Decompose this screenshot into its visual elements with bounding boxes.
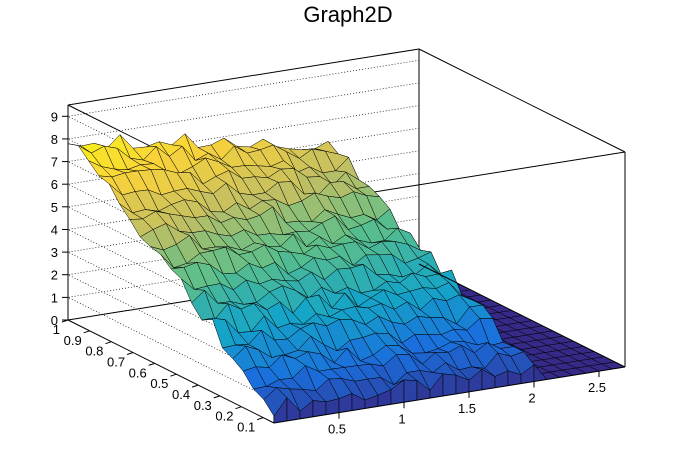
y-tick [126,352,134,355]
y-tick-label: 0.1 [237,420,255,435]
y-tick [235,406,242,410]
frame-front [67,263,626,424]
y-tick-label: 0.5 [150,376,168,391]
frame-edge [273,366,626,424]
surface-wall [442,373,457,397]
y-tick-label: 0.8 [85,344,103,359]
y-tick-label: 0.6 [129,365,147,380]
z-tick-label: 3 [51,245,58,260]
y-tick-label: 1 [53,322,60,337]
y-tick-label: 0.3 [194,398,212,413]
chart-title: Graph2D [303,2,393,27]
axis-ticks: 0.511.522.50.10.20.30.40.50.60.70.80.910… [51,109,606,436]
z-tick-label: 7 [51,155,58,170]
z-tick-label: 5 [51,200,58,215]
z-tick-label: 6 [51,177,58,192]
z-tick-label: 9 [51,109,58,124]
x-tick-label: 1.5 [458,401,476,416]
y-tick [83,330,90,334]
surface-wall [312,400,327,418]
frame-edge [418,48,626,153]
z-tick-label: 0 [51,313,58,328]
x-tick-label: 2 [528,391,535,406]
y-tick-label: 0.2 [215,409,233,424]
y-tick [105,341,112,345]
y-tick-label: 0.7 [107,355,125,370]
frame-edge [67,319,275,424]
surface-mesh [67,133,626,424]
z-tick-label: 4 [51,223,58,238]
x-tick-label: 1 [398,411,405,426]
y-tick [148,362,155,366]
frame-edge [418,263,626,368]
frame-edge [67,48,420,106]
z-tick-label: 8 [51,132,58,147]
y-tick-label: 0.4 [172,387,190,402]
z-tick-label: 1 [51,290,58,305]
x-tick-label: 0.5 [328,422,346,437]
surface-wall [403,379,418,403]
y-tick [191,384,199,388]
y-tick [257,417,264,421]
x-tick-label: 2.5 [588,380,606,395]
z-tick-label: 2 [51,268,58,283]
y-tick [213,395,220,399]
y-tick [170,373,177,377]
y-tick-label: 0.9 [64,333,82,348]
